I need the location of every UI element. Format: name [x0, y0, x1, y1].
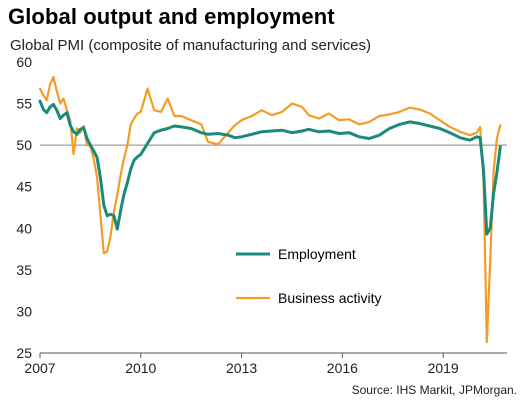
y-axis-ticks: 25 30 35 40 45 50 55 60: [16, 54, 32, 361]
x-tick-label: 2007: [24, 360, 55, 376]
x-tick-label: 2019: [428, 360, 459, 376]
source-note: Source: IHS Markit, JPMorgan.: [351, 383, 517, 397]
legend: Employment Business activity: [236, 246, 381, 306]
chart-title: Global output and employment: [8, 4, 335, 29]
x-tick-label: 2010: [125, 360, 156, 376]
x-tick-label: 2016: [327, 360, 358, 376]
y-tick-label: 30: [16, 303, 32, 319]
x-tick-label: 2013: [226, 360, 257, 376]
y-tick-label: 25: [16, 345, 32, 361]
legend-label-business-activity: Business activity: [278, 290, 381, 306]
legend-label-employment: Employment: [278, 246, 356, 262]
y-tick-label: 35: [16, 262, 32, 278]
y-tick-label: 50: [16, 137, 32, 153]
employment-series-line: [38, 99, 502, 236]
series-group: [38, 75, 502, 344]
chart-subtitle: Global PMI (composite of manufacturing a…: [10, 37, 371, 54]
y-tick-label: 55: [16, 96, 32, 112]
business-activity-series-line: [38, 75, 502, 344]
y-tick-label: 40: [16, 220, 32, 236]
y-tick-label: 45: [16, 179, 32, 195]
y-tick-label: 60: [16, 54, 32, 70]
x-axis-ticks: 2007 2010 2013 2016 2019: [24, 353, 459, 376]
